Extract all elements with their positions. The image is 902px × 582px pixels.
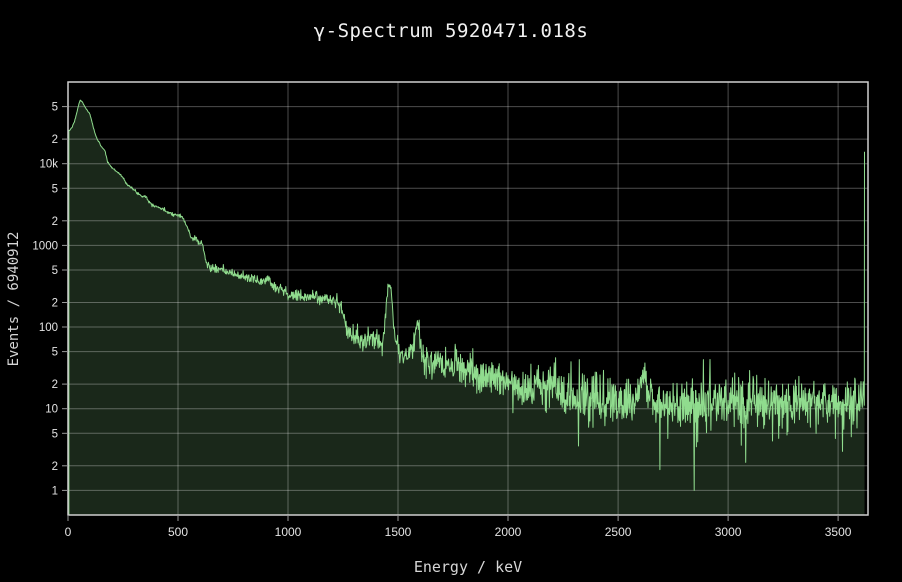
y-tick-label: 5 (52, 428, 58, 440)
x-tick-label: 2500 (605, 525, 632, 539)
tick-marks (62, 106, 839, 521)
y-axis-title-text: Events / 6940912 (6, 231, 22, 367)
x-tick-label: 3000 (715, 525, 742, 539)
x-tick-label: 0 (65, 525, 72, 539)
x-tick-label: 2000 (495, 525, 522, 539)
plot-border (67, 81, 869, 516)
chart-title: γ-Spectrum 5920471.018s (313, 20, 589, 42)
y-tick-label: 10 (45, 404, 58, 416)
x-tick-labels: 0 500 1000 1500 2000 2500 3000 3500 (65, 525, 852, 539)
y-tick-label: 1000 (32, 240, 58, 252)
y-tick-label: 2 (52, 134, 58, 146)
x-tick-label: 500 (168, 525, 188, 539)
spectrum-area-fill (68, 100, 865, 515)
x-tick-label: 1000 (275, 525, 302, 539)
gridlines (68, 82, 868, 515)
y-tick-label: 5 (52, 102, 58, 114)
y-tick-label: 1 (52, 485, 58, 497)
spectrum-trace[interactable] (68, 99, 865, 515)
x-tick-label: 1500 (385, 525, 412, 539)
y-tick-label: 100 (39, 322, 58, 334)
y-tick-label: 5 (52, 183, 58, 195)
x-tick-label: 3500 (825, 525, 852, 539)
y-tick-label: 2 (52, 298, 58, 310)
x-axis-title: Energy / keV (413, 558, 523, 576)
y-tick-label: 5 (52, 347, 58, 359)
y-tick-label: 5 (52, 265, 58, 277)
y-tick-label: 2 (52, 216, 58, 228)
y-tick-label: 10k (39, 159, 58, 171)
y-tick-label: 2 (52, 379, 58, 391)
y-tick-label: 2 (52, 461, 58, 473)
y-tick-labels: 5 2 10k 5 2 1000 5 2 100 5 2 10 5 2 1 (32, 102, 58, 498)
